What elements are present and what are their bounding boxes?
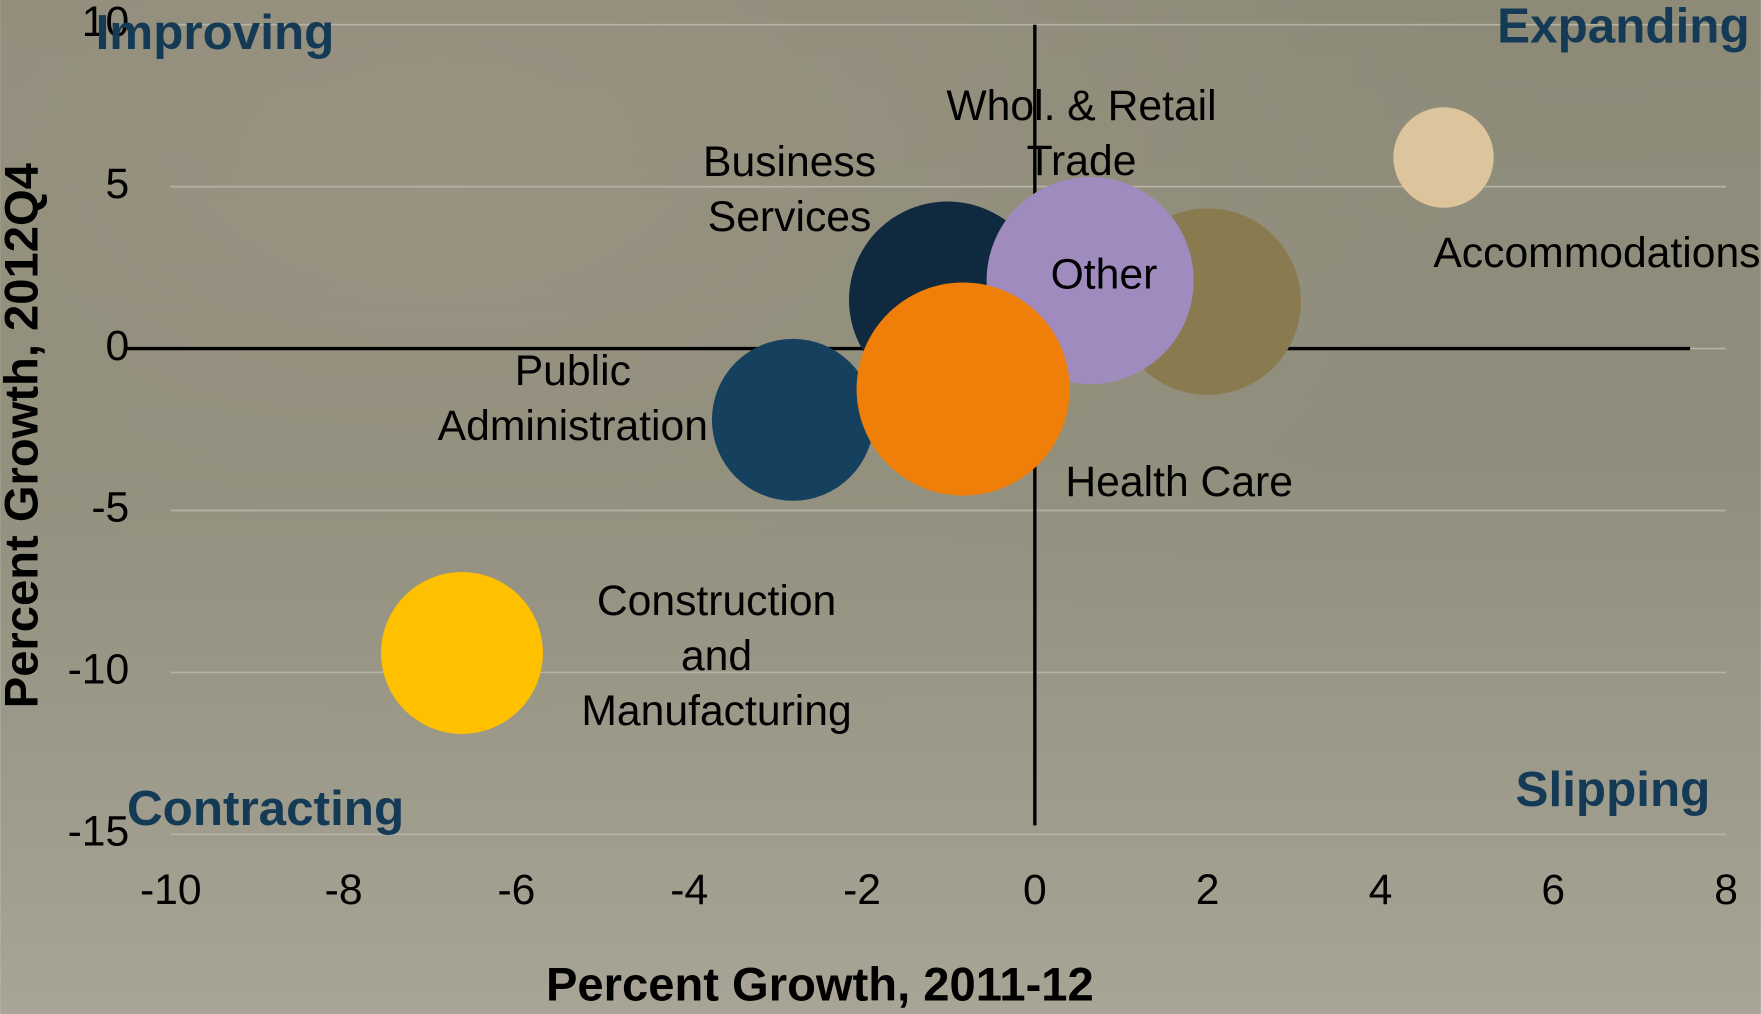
x-tick-label: 0 [1023,866,1047,914]
bubble-label: Business Services [703,138,876,241]
y-tick-label: 10 [82,0,129,46]
label-line: Other [1051,251,1158,299]
x-tick-label: 2 [1196,866,1220,914]
bubble-label: Other [1051,251,1158,299]
quadrant-label: Contracting [127,781,404,836]
label-line: Manufacturing [581,687,851,735]
y-axis-title: Percent Growth, 2012Q4 [0,163,47,708]
label-line: Health Care [1065,458,1293,506]
bubble-label: Health Care [1065,458,1293,506]
label-line: Construction [597,577,836,625]
x-axis-title: Percent Growth, 2011-12 [546,958,1094,1011]
label-line: Services [708,193,872,241]
bubble-label: Accommodations [1433,229,1760,277]
x-tick-label: 4 [1369,866,1393,914]
y-tick-label: 0 [106,322,130,370]
x-tick-label: -6 [497,866,535,914]
y-tick-label: -5 [91,484,129,532]
bubble [381,572,543,734]
label-line: Accommodations [1433,229,1760,277]
label-line: and [681,632,752,680]
label-line: Public [515,347,631,395]
bubble [1393,107,1494,208]
quadrant-label: Slipping [1516,762,1711,817]
y-tick-label: -10 [68,646,130,694]
x-tick-label: 8 [1714,866,1738,914]
bubble-label: Construction and Manufacturing [581,577,851,735]
x-tick-label: -8 [325,866,363,914]
bubble [711,338,874,501]
x-tick-label: -2 [843,866,881,914]
bubble-label: Whol. & Retail Trade [946,82,1216,185]
x-tick-label: 6 [1541,866,1565,914]
label-line: Administration [438,402,708,450]
x-tick-label: -4 [670,866,708,914]
label-line: Business [703,138,876,186]
y-tick-label: 5 [106,160,130,208]
x-tick-label: -10 [140,866,202,914]
bubble-label: Public Administration [438,347,708,450]
quadrant-label: Improving [96,5,335,60]
bubble [856,282,1070,496]
quadrant-label: Expanding [1497,0,1749,53]
label-line: Whol. & Retail [946,82,1216,130]
y-tick-label: -15 [68,808,130,856]
label-line: Trade [1027,137,1137,185]
